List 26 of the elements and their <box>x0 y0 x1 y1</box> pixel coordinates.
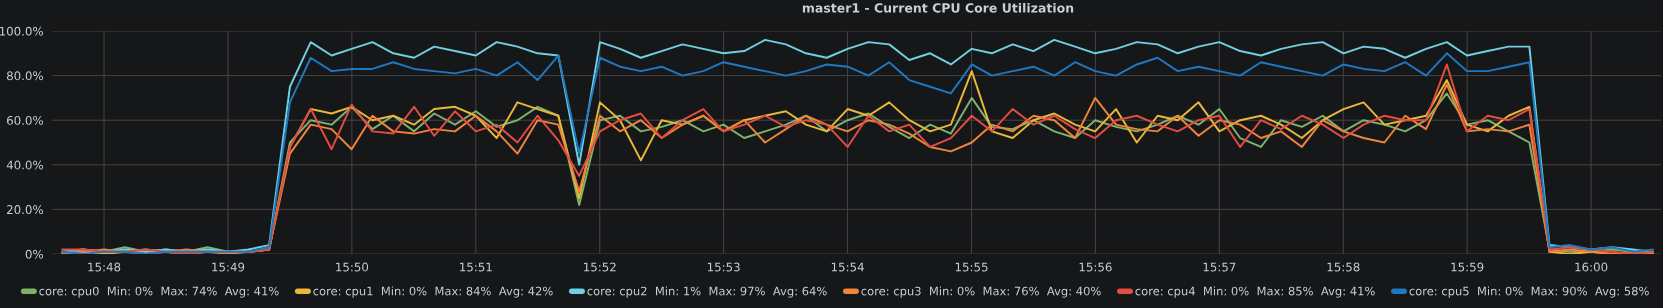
x-tick-label: 15:50 <box>336 262 369 272</box>
x-tick-label: 15:55 <box>955 262 988 272</box>
y-tick-label: 60.0% <box>6 115 44 125</box>
legend-label: core: cpu2 Min: 1% Max: 97% Avg: 64% <box>587 286 827 298</box>
legend-label: core: cpu4 Min: 0% Max: 85% Avg: 41% <box>1135 286 1375 298</box>
x-tick-label: 15:54 <box>831 262 864 272</box>
x-tick-label: 15:53 <box>707 262 740 272</box>
y-tick-label: 0% <box>25 249 44 259</box>
x-tick-label: 15:48 <box>88 262 121 272</box>
y-tick-label: 40.0% <box>6 160 44 170</box>
chart-title: master1 - Current CPU Core Utilization <box>802 2 1074 13</box>
y-tick-label: 20.0% <box>7 205 44 215</box>
x-tick-label: 15:51 <box>460 262 492 272</box>
x-tick-label: 15:49 <box>212 262 245 272</box>
x-tick-label: 15:52 <box>584 262 616 272</box>
x-tick-label: 15:56 <box>1079 262 1112 272</box>
legend-label: core: cpu1 Min: 0% Max: 84% Avg: 42% <box>313 286 553 298</box>
legend-label: core: cpu3 Min: 0% Max: 76% Avg: 40% <box>861 286 1101 298</box>
legend-label: core: cpu0 Min: 0% Max: 74% Avg: 41% <box>39 286 279 298</box>
x-tick-label: 15:58 <box>1327 262 1360 272</box>
y-tick-label: 80.0% <box>6 71 44 81</box>
x-tick-label: 16:00 <box>1575 262 1608 272</box>
y-tick-label: 100.0% <box>0 26 44 36</box>
x-tick-label: 15:59 <box>1451 262 1484 272</box>
x-tick-label: 15:57 <box>1203 262 1236 272</box>
legend-label: core: cpu5 Min: 0% Max: 90% Avg: 58% <box>1409 286 1649 298</box>
